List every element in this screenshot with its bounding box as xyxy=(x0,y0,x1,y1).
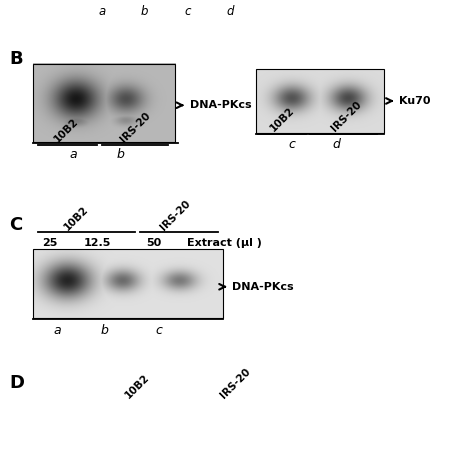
Text: d: d xyxy=(333,138,340,151)
Text: a: a xyxy=(98,5,106,18)
Text: 10B2: 10B2 xyxy=(62,204,90,232)
Bar xyxy=(33,249,223,318)
Text: IRS-20: IRS-20 xyxy=(329,100,364,134)
Text: b: b xyxy=(117,148,125,161)
Text: a: a xyxy=(70,148,77,161)
Text: DNA-PKcs: DNA-PKcs xyxy=(232,282,294,292)
Text: IRS-20: IRS-20 xyxy=(159,198,193,232)
Text: 25: 25 xyxy=(42,238,57,248)
Text: C: C xyxy=(9,216,23,234)
Bar xyxy=(33,64,175,142)
Text: d: d xyxy=(226,5,234,18)
Text: 10B2: 10B2 xyxy=(52,117,80,145)
Text: 12.5: 12.5 xyxy=(83,238,111,248)
Text: c: c xyxy=(155,324,162,337)
Text: 50: 50 xyxy=(146,238,162,248)
Text: a: a xyxy=(53,324,61,337)
Text: Extract (μl ): Extract (μl ) xyxy=(187,238,262,248)
Text: 10B2: 10B2 xyxy=(123,373,151,401)
Text: IRS-20: IRS-20 xyxy=(218,366,252,401)
Text: IRS-20: IRS-20 xyxy=(118,110,153,145)
Text: c: c xyxy=(184,5,191,18)
Text: D: D xyxy=(9,374,25,392)
Text: c: c xyxy=(288,138,295,151)
Text: Ku70: Ku70 xyxy=(399,96,430,106)
Bar xyxy=(256,69,384,133)
Text: DNA-PKcs: DNA-PKcs xyxy=(190,100,251,110)
Text: b: b xyxy=(141,5,148,18)
Text: b: b xyxy=(100,324,108,337)
Text: 10B2: 10B2 xyxy=(268,106,296,134)
Text: B: B xyxy=(9,50,23,68)
